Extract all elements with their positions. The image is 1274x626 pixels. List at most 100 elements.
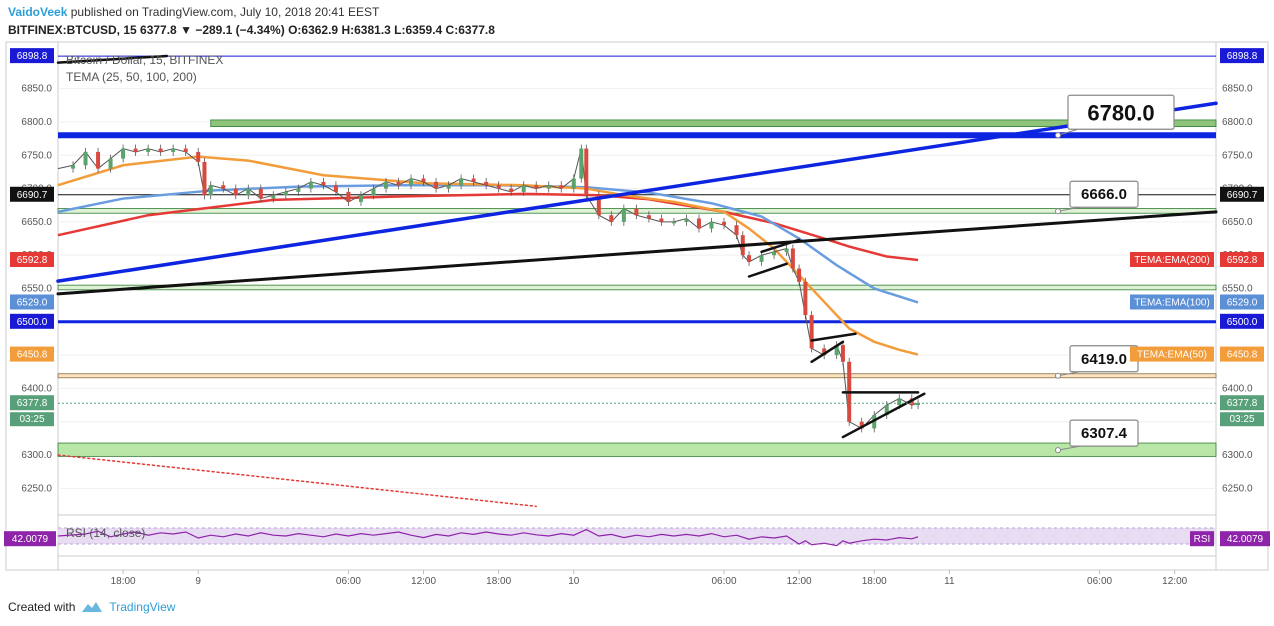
right-price-badge: [1220, 346, 1264, 362]
left-price-text: 6500.0: [17, 317, 48, 328]
ema-badge: [1130, 346, 1214, 362]
right-price-text: 6500.0: [1227, 317, 1258, 328]
candle-body: [258, 188, 263, 199]
right-price-text: 6690.7: [1227, 190, 1258, 201]
right-price-text: 6529.0: [1227, 297, 1258, 308]
ema-badge: [1130, 251, 1214, 267]
candle-body: [308, 181, 313, 189]
candle-body: [446, 185, 451, 189]
rsi-right-value: 42.0079: [1227, 534, 1264, 545]
candle-body: [722, 221, 727, 226]
callout-pointer: [1057, 206, 1081, 212]
y-tick-right: 6550.0: [1222, 283, 1253, 294]
candle-body: [734, 225, 739, 236]
zone-6800: [210, 119, 1217, 128]
candle-body: [784, 248, 789, 252]
price-chart[interactable]: 6850.06850.06800.06800.06750.06750.06700…: [0, 0, 1274, 600]
candle-body: [621, 208, 626, 222]
x-tick-label: 11: [944, 576, 955, 587]
right-price-badge: [1220, 313, 1264, 329]
left-price-badge: [10, 346, 54, 362]
y-tick-right: 6650.0: [1222, 217, 1253, 228]
rsi-band: [58, 528, 1216, 544]
candle-body: [183, 148, 188, 152]
right-price-text: 6377.8: [1227, 398, 1258, 409]
x-tick-label: 12:00: [411, 576, 436, 587]
y-tick-right: 6750.0: [1222, 150, 1253, 161]
y-tick-right: 6300.0: [1222, 450, 1253, 461]
indicator-label: TEMA (25, 50, 100, 200): [66, 70, 197, 84]
y-tick-left: 6750.0: [21, 150, 52, 161]
last-price: 6377.8: [140, 23, 177, 37]
close-label: C:: [445, 23, 459, 37]
candle-body: [859, 421, 864, 429]
price-path: [57, 148, 919, 430]
author-name[interactable]: VaidoVeek: [8, 5, 68, 19]
candle-body: [840, 345, 845, 362]
candle-body: [246, 188, 251, 196]
candle-body: [834, 345, 839, 356]
candle-body: [646, 215, 651, 219]
candle-body: [233, 188, 238, 196]
candle-body: [546, 185, 551, 189]
candle-body: [496, 185, 501, 189]
chart-header: VaidoVeek published on TradingView.com, …: [8, 4, 379, 20]
callout-6307.4: 6307.4: [1081, 425, 1128, 442]
wedge-1-upper: [760, 238, 801, 254]
candle-body: [96, 151, 101, 169]
candle-body: [584, 148, 589, 196]
x-tick-label: 06:00: [1087, 576, 1112, 587]
left-timer-badge: [10, 412, 54, 427]
candle-body: [534, 185, 539, 189]
black-trendline: [56, 210, 1218, 296]
left-price-text: 6450.8: [17, 350, 48, 361]
left-price-badge: [10, 251, 54, 267]
x-tick-label: 12:00: [787, 576, 812, 587]
left-price-badge: [10, 313, 54, 329]
rsi-left-value: 42.0079: [12, 534, 49, 545]
callout-box: [1069, 419, 1139, 447]
candle-body: [296, 188, 301, 192]
candle-body: [202, 161, 207, 196]
callout-anchor: [1055, 132, 1061, 139]
y-tick-right: 6850.0: [1222, 84, 1253, 95]
candle-body: [696, 218, 701, 229]
candle-body: [671, 221, 676, 224]
right-price-badge: [1220, 395, 1264, 411]
published-text: published on TradingView.com, July 10, 2…: [70, 5, 380, 19]
rsi-right-badge: [1220, 531, 1270, 547]
footer: Created with TradingView: [8, 600, 175, 614]
y-tick-left: 6550.0: [21, 283, 52, 294]
wedge-2-lower: [810, 340, 845, 364]
candle-body: [484, 181, 489, 186]
tradingview-brand[interactable]: TradingView: [109, 600, 176, 614]
x-tick-label: 10: [568, 576, 580, 587]
x-tick-label: 18:00: [862, 576, 887, 587]
left-price-badge: [10, 186, 54, 202]
right-price-text: 6898.8: [1227, 51, 1258, 62]
right-price-badge: [1220, 186, 1264, 202]
candle-body: [421, 178, 426, 182]
candle-body: [822, 348, 827, 356]
left-timer-text: 03:25: [19, 414, 44, 425]
candle-body: [196, 151, 201, 162]
left-price-text: 6898.8: [17, 51, 48, 62]
right-price-badge: [1220, 251, 1264, 267]
zone-6550: [57, 284, 1217, 291]
zone-6307: [57, 442, 1217, 457]
candle-body: [171, 148, 176, 152]
candle-body: [346, 191, 351, 202]
candle-body: [916, 403, 921, 406]
candle-body: [221, 185, 226, 189]
red-dotted-trendline: [57, 454, 537, 508]
candle-body: [772, 251, 777, 256]
candle-body: [509, 188, 514, 192]
candle-body: [803, 281, 808, 316]
series-tema-ema-50-: [57, 155, 919, 356]
rsi-line: [57, 528, 919, 547]
symbol-name: BITFINEX:BTCUSD, 15: [8, 23, 137, 37]
candle-body: [884, 405, 889, 416]
wedge-2-upper: [810, 332, 857, 342]
triangle-bottom: [841, 392, 926, 439]
rsi-name-badge: [1190, 531, 1214, 547]
